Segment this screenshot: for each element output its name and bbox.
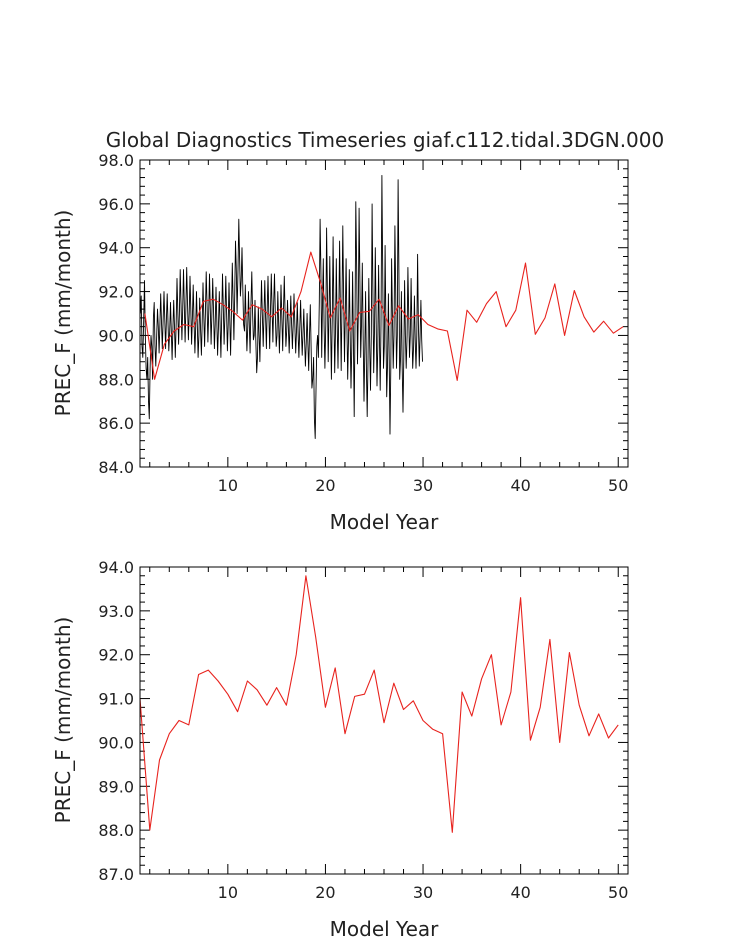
top-plot-area xyxy=(139,174,624,439)
top-y-axis: 84.0 86.0 88.0 90.0 92.0 94.0 96.0 98.0 xyxy=(98,151,628,477)
y-tick-label: 90.0 xyxy=(98,326,134,345)
y-tick-label: 88.0 xyxy=(98,821,134,840)
y-tick-label: 94.0 xyxy=(98,239,134,258)
y-tick-label: 84.0 xyxy=(98,458,134,477)
top-y-axis-label: PREC_F (mm/month) xyxy=(51,210,75,417)
x-tick-label: 10 xyxy=(218,476,238,495)
x-tick-label: 20 xyxy=(315,883,335,902)
bottom-y-axis: 87.0 88.0 89.0 90.0 91.0 92.0 93.0 94.0 xyxy=(98,558,628,884)
y-tick-label: 92.0 xyxy=(98,646,134,665)
x-tick-label: 40 xyxy=(510,883,530,902)
top-x-axis: 10 20 30 40 50 xyxy=(149,160,628,495)
series-line-monthly xyxy=(139,174,423,439)
y-tick-label: 91.0 xyxy=(98,690,134,709)
y-tick-label: 98.0 xyxy=(98,151,134,170)
y-tick-label: 93.0 xyxy=(98,602,134,621)
y-tick-label: 90.0 xyxy=(98,733,134,752)
y-tick-label: 89.0 xyxy=(98,777,134,796)
y-tick-label: 88.0 xyxy=(98,370,134,389)
series-line-annual xyxy=(144,251,624,381)
x-tick-label: 50 xyxy=(608,883,628,902)
bottom-plot-area xyxy=(139,575,619,833)
top-panel: Global Diagnostics Timeseries giaf.c112.… xyxy=(51,128,664,534)
x-tick-label: 30 xyxy=(413,883,433,902)
chart-title: Global Diagnostics Timeseries giaf.c112.… xyxy=(106,128,664,152)
bottom-panel: 87.0 88.0 89.0 90.0 91.0 92.0 93.0 94.0 10 20 30 4… xyxy=(51,558,629,941)
top-plot-frame xyxy=(139,159,629,468)
x-tick-label: 40 xyxy=(510,476,530,495)
bottom-y-axis-label: PREC_F (mm/month) xyxy=(51,617,75,824)
series-line-annual xyxy=(139,575,619,833)
bottom-plot-frame xyxy=(139,566,629,875)
x-tick-label: 20 xyxy=(315,476,335,495)
bottom-x-axis: 10 20 30 40 50 xyxy=(149,567,628,902)
y-tick-label: 96.0 xyxy=(98,195,134,214)
x-tick-label: 30 xyxy=(413,476,433,495)
y-tick-label: 94.0 xyxy=(98,558,134,577)
bottom-x-axis-label: Model Year xyxy=(330,917,440,941)
y-tick-label: 87.0 xyxy=(98,865,134,884)
y-tick-label: 86.0 xyxy=(98,414,134,433)
x-tick-label: 50 xyxy=(608,476,628,495)
y-tick-label: 92.0 xyxy=(98,283,134,302)
top-x-axis-label: Model Year xyxy=(330,510,440,534)
x-tick-label: 10 xyxy=(218,883,238,902)
